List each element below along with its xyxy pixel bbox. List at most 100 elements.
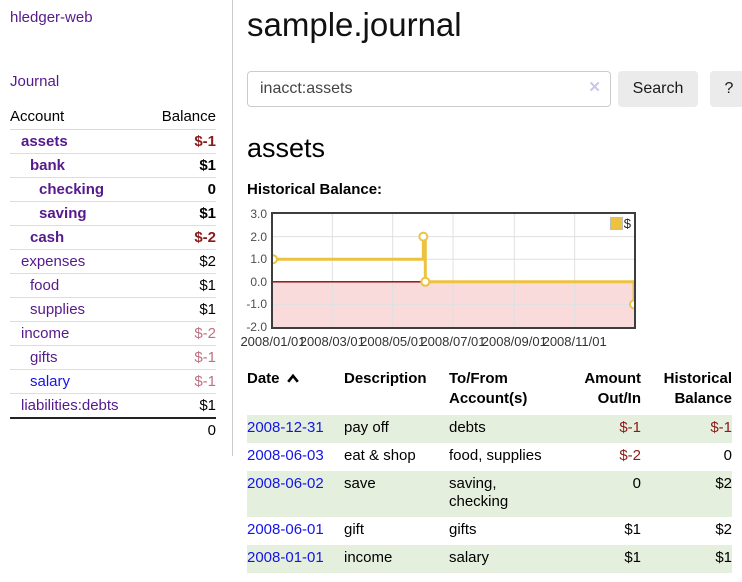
app-brand-link[interactable]: hledger-web (10, 9, 93, 26)
account-balance: $-1 (147, 369, 216, 394)
account-link[interactable]: food (30, 277, 60, 294)
transaction-amount: $-1 (619, 419, 641, 436)
clear-search-icon[interactable]: ✕ (588, 79, 601, 96)
transaction-description: income (344, 548, 393, 566)
account-balance: $1 (147, 297, 216, 322)
transaction-balance: $2 (715, 474, 732, 492)
register-column-header[interactable]: Date (247, 369, 344, 415)
account-balance: $-2 (147, 225, 216, 250)
sidebar-item-journal[interactable]: Journal (10, 73, 60, 90)
data-point-marker (420, 276, 431, 287)
account-balance: $2 (147, 249, 216, 274)
transaction-balance: $2 (715, 521, 732, 538)
account-link[interactable]: income (21, 325, 70, 342)
sidebar: hledger-web Journal Account Balance asse… (0, 0, 233, 456)
transaction-date-link[interactable]: 2008-06-01 (247, 521, 324, 538)
help-button[interactable]: ? (710, 71, 742, 107)
y-axis-tick-label: 3.0 (250, 207, 267, 221)
y-axis-tick-label: 2.0 (250, 229, 267, 244)
transaction-amount: 0 (632, 474, 641, 492)
transaction-description: pay off (344, 419, 389, 436)
y-axis-tick-label: -1.0 (246, 297, 267, 312)
accounts-total-balance: 0 (147, 417, 216, 442)
search-bar: ✕ Search ? (247, 71, 742, 107)
balance-chart-plot: $ (268, 212, 639, 329)
y-axis-tick-label: 0.0 (250, 274, 267, 289)
account-link[interactable]: salary (30, 373, 71, 390)
account-balance: $-1 (147, 129, 216, 154)
account-balance: $-2 (147, 321, 216, 346)
account-link[interactable]: assets (21, 133, 68, 150)
x-axis-tick-label: 2008/05/01 (360, 334, 426, 349)
account-balance: 0 (147, 177, 216, 202)
transaction-accounts: food, supplies (449, 446, 542, 464)
transaction-balance: $-1 (710, 419, 732, 436)
transaction-date-link[interactable]: 2008-06-02 (247, 474, 324, 492)
search-input[interactable] (247, 71, 611, 107)
account-row: saving $1 (10, 201, 216, 226)
chart-legend: $ (609, 216, 631, 231)
register-column-header: To/From Account(s) (449, 370, 528, 407)
transaction-date-link[interactable]: 2008-06-03 (247, 446, 324, 464)
register-header-row: Date Description To/From Account(s) Amount Ou… (247, 369, 732, 415)
legend-label: $ (623, 216, 631, 231)
transaction-balance: $1 (715, 548, 732, 566)
register-column-header: Historical Balance (663, 370, 732, 407)
transaction-date-link[interactable]: 2008-01-01 (247, 548, 324, 566)
account-row: assets $-1 (10, 129, 216, 154)
account-row: liabilities:debts $1 (10, 393, 216, 419)
sort-ascending-icon[interactable] (286, 373, 300, 384)
y-axis-tick-label: 1.0 (250, 252, 267, 267)
account-heading: assets (247, 133, 326, 163)
transaction-row: 2008-06-03 eat & shop food, supplies $-2 0 (247, 443, 732, 471)
x-axis-tick-label: 2008/03/01 (299, 334, 365, 349)
transaction-amount: $-2 (619, 446, 641, 464)
account-row: income $-2 (10, 321, 216, 346)
x-axis-tick-label: 2008/01/01 (240, 334, 306, 349)
account-link[interactable]: checking (39, 181, 105, 198)
search-button[interactable]: Search (618, 71, 698, 107)
account-link[interactable]: cash (30, 229, 65, 246)
transaction-date-link[interactable]: 2008-12-31 (247, 419, 324, 436)
x-axis-tick-label: 2008/11/01 (542, 334, 607, 349)
account-balance: $1 (147, 153, 216, 178)
data-point-marker (268, 254, 278, 265)
transaction-description: eat & shop (344, 446, 416, 464)
main-content: sample.journal ✕ Search ? assets Histori… (233, 0, 742, 573)
account-balance: $1 (147, 201, 216, 226)
transaction-accounts: saving, checking (449, 474, 509, 511)
accounts-table: Account Balance assets $-1 bank $1 checking 0… (10, 105, 216, 442)
chart-title: Historical Balance: (247, 181, 383, 198)
transaction-amount: $1 (624, 521, 641, 538)
account-row: supplies $1 (10, 297, 216, 322)
account-balance: $1 (147, 393, 216, 419)
account-row: bank $1 (10, 153, 216, 178)
register-column-header: Description (344, 370, 427, 387)
transaction-accounts: gifts (449, 521, 477, 538)
search-input-wrap: ✕ (247, 71, 611, 107)
account-row: food $1 (10, 273, 216, 298)
accounts-body: assets $-1 bank $1 checking 0 saving $1 cash $-2 e… (10, 129, 216, 442)
register-body: 2008-12-31 pay off debts $-1 $-1 2008-06-03 ea… (247, 415, 732, 573)
balance-chart: $ 3.0 2.0 1.0 0.0 -1.0 -2.0 2008/01/01 2008/03/… (240, 207, 717, 349)
transaction-description: save (344, 474, 376, 492)
account-link[interactable]: gifts (30, 349, 58, 366)
transaction-row: 2008-12-31 pay off debts $-1 $-1 (247, 415, 732, 443)
account-link[interactable]: bank (30, 157, 66, 174)
x-axis-tick-label: 2008/07/01 (420, 334, 486, 349)
transaction-row: 2008-06-02 save saving, checking 0 $2 (247, 470, 732, 517)
account-link[interactable]: expenses (21, 253, 86, 270)
transaction-balance: 0 (723, 446, 732, 464)
account-link[interactable]: supplies (30, 301, 86, 318)
transaction-amount: $1 (624, 548, 641, 566)
account-row: checking 0 (10, 177, 216, 202)
account-balance: $1 (147, 273, 216, 298)
accounts-header-balance: Balance (147, 105, 216, 130)
transaction-accounts: salary (449, 548, 490, 566)
register-table: Date Description To/From Account(s) Amount Ou… (247, 369, 732, 573)
account-link[interactable]: saving (39, 205, 87, 222)
transaction-description: gift (344, 521, 365, 538)
account-link[interactable]: liabilities:debts (21, 397, 119, 414)
balance-chart-canvas (268, 214, 639, 327)
